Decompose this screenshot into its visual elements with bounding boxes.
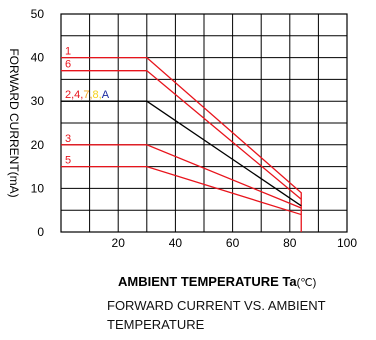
y-tick-label: 10 <box>31 181 45 195</box>
series-label-6: 6 <box>65 59 71 71</box>
x-axis-title-text: AMBIENT TEMPERATURE Ta <box>118 274 297 289</box>
x-axis-unit: (℃) <box>297 277 317 289</box>
series-label-5: 5 <box>65 155 71 167</box>
group-label-part: 2,4, <box>65 89 83 101</box>
series-label-1: 1 <box>65 46 71 58</box>
y-tick-label: 50 <box>31 7 45 21</box>
group-label-part: 8, <box>93 89 102 101</box>
y-tick-label: 0 <box>37 225 44 239</box>
group-label-part: 7, <box>83 89 92 101</box>
x-tick-label: 100 <box>337 236 357 250</box>
y-tick-label: 30 <box>31 94 45 108</box>
chart-caption: FORWARD CURRENT VS. AMBIENT TEMPERATURE <box>107 296 369 334</box>
y-tick-label: 20 <box>31 138 45 152</box>
series-label-group: 2,4,7,8,A <box>65 89 110 101</box>
y-tick-label: 40 <box>31 51 45 65</box>
x-tick-label: 40 <box>169 236 183 250</box>
series-line-5 <box>61 167 301 215</box>
group-label-part: A <box>102 89 110 101</box>
series-label-3: 3 <box>65 133 71 145</box>
x-tick-label: 80 <box>283 236 297 250</box>
y-axis-label-text: FORWARD CURRENT(mA) <box>7 48 21 197</box>
series-line-3 <box>61 145 301 208</box>
series-line-grp <box>61 101 301 206</box>
x-axis-title: AMBIENT TEMPERATURE Ta(℃) <box>118 274 316 289</box>
x-tick-label: 60 <box>226 236 240 250</box>
x-tick-label: 20 <box>112 236 126 250</box>
